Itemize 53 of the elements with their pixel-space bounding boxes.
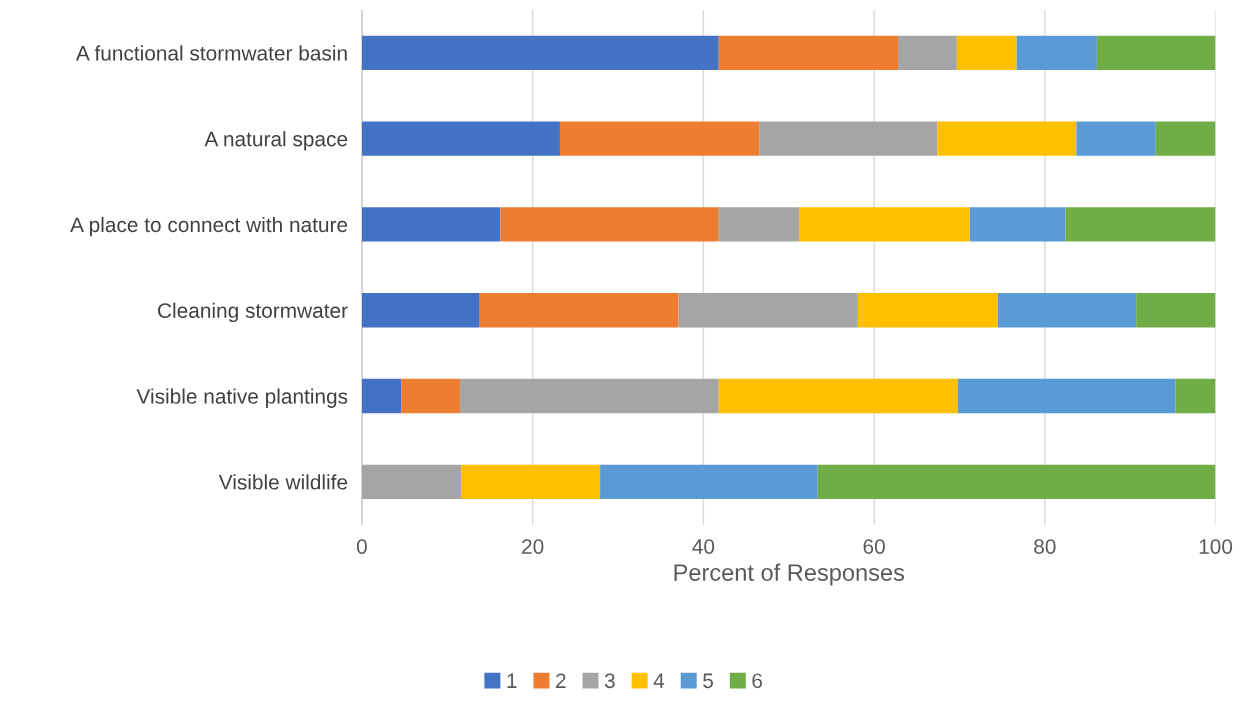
bar xyxy=(1076,121,1156,156)
x-tick-label: 100 xyxy=(1199,539,1233,554)
bar xyxy=(718,207,799,242)
bar xyxy=(1016,35,1097,71)
bar xyxy=(361,207,501,242)
bar xyxy=(997,293,1137,328)
bar xyxy=(361,35,719,71)
bar xyxy=(600,464,818,499)
x-tick-label: 60 xyxy=(863,539,885,554)
x-tick-label: 20 xyxy=(522,539,544,554)
x-axis-title: Percent of Responses xyxy=(674,563,905,586)
bar xyxy=(460,378,719,414)
bar xyxy=(401,378,461,414)
y-tick-label: Cleaning stormwater xyxy=(158,302,348,323)
bar xyxy=(460,464,601,499)
bar xyxy=(898,35,957,71)
legend-label: 4 xyxy=(653,673,665,688)
bar xyxy=(559,121,760,156)
legend-label: 3 xyxy=(604,673,615,689)
bar xyxy=(1136,293,1216,328)
bar xyxy=(500,207,719,242)
bar xyxy=(678,293,858,328)
bar xyxy=(759,121,938,156)
legend-label: 5 xyxy=(703,673,713,689)
x-tick-label: 0 xyxy=(356,539,367,554)
bar xyxy=(718,378,958,414)
y-tick-label: A natural space xyxy=(204,131,348,151)
legend-label: 6 xyxy=(752,673,763,689)
x-tick-label: 80 xyxy=(1034,539,1056,554)
y-tick-label: A functional stormwater basin xyxy=(75,45,347,61)
bar xyxy=(1155,121,1216,156)
bar xyxy=(1175,378,1216,414)
bar xyxy=(937,121,1077,156)
bar xyxy=(956,35,1017,71)
bar xyxy=(361,378,402,414)
x-tick-label: 40 xyxy=(692,539,715,554)
bar xyxy=(957,378,1176,414)
y-tick-label: Visible wildlife xyxy=(218,474,348,490)
bar xyxy=(479,293,679,328)
bar xyxy=(361,464,461,499)
legend-label: 2 xyxy=(556,673,566,688)
bar xyxy=(969,207,1066,242)
bar xyxy=(798,207,970,242)
y-tick-label: A place to connect with nature xyxy=(70,216,348,237)
bar xyxy=(857,293,998,328)
bar xyxy=(361,293,480,328)
bar xyxy=(1096,35,1216,71)
bar xyxy=(1065,207,1216,242)
y-tick-label: Visible native plantings xyxy=(136,388,348,408)
bar xyxy=(817,464,1216,499)
legend-label: 1 xyxy=(507,673,517,688)
bar xyxy=(718,35,898,71)
bar xyxy=(361,121,560,156)
